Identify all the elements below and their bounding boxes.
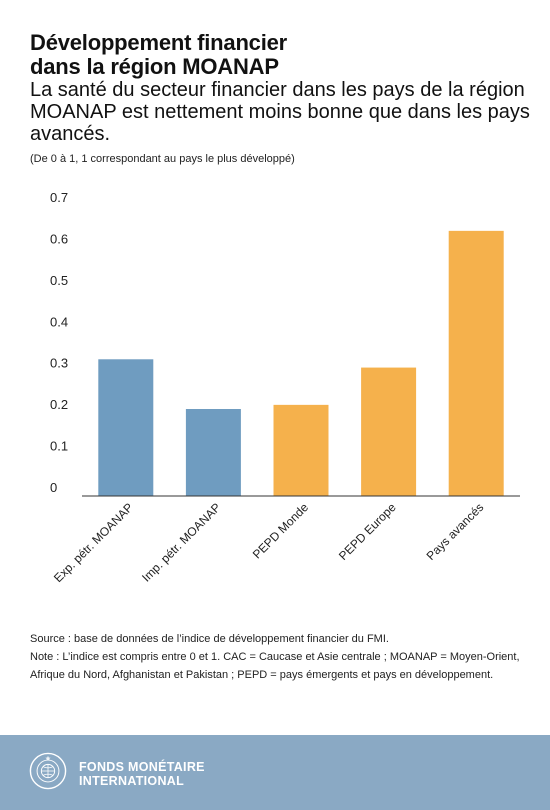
x-tick-label: Pays avancés <box>424 500 487 563</box>
x-tick-label: Exp. pétr. MOANAP <box>51 500 136 585</box>
scale-note: (De 0 à 1, 1 correspondant au pays le pl… <box>30 153 295 165</box>
org-name-line-2: INTERNATIONAL <box>79 774 185 788</box>
y-tick-label: 0.2 <box>50 397 68 412</box>
y-tick-label: 0 <box>50 480 57 495</box>
org-name: FONDS MONÉTAIRE INTERNATIONAL <box>79 760 205 788</box>
y-tick-label: 0.7 <box>50 190 68 205</box>
bar <box>448 230 504 496</box>
bar <box>273 404 329 496</box>
y-tick-label: 0.3 <box>50 356 68 371</box>
x-tick-label: PEPD Europe <box>336 500 399 563</box>
footer-banner: FONDS MONÉTAIRE INTERNATIONAL <box>0 735 550 810</box>
x-tick-label: Imp. pétr. MOANAP <box>139 500 223 584</box>
y-tick-label: 0.5 <box>50 273 68 288</box>
chart-subtitle: La santé du secteur financier dans les p… <box>30 79 530 145</box>
y-tick-label: 0.1 <box>50 439 68 454</box>
bar-chart: 0 0.1 0.2 0.3 0.4 0.5 0.6 0.7 Exp. pétr. MOANAP… <box>50 190 520 585</box>
definitions-note: Note : L’indice est compris entre 0 et 1… <box>30 651 520 681</box>
y-tick-label: 0.6 <box>50 231 68 246</box>
bar <box>185 409 241 496</box>
bar <box>98 359 154 496</box>
title-line-2: dans la région MOANAP <box>30 54 279 79</box>
y-tick-label: 0.4 <box>50 314 68 329</box>
source-note: Source : base de données de l’indice de … <box>30 633 389 645</box>
title-line-1: Développement financier <box>30 30 288 55</box>
imf-seal-icon <box>29 752 67 790</box>
x-axis: Exp. pétr. MOANAP Imp. pétr. MOANAP PEPD M… <box>51 500 486 585</box>
bars <box>98 230 504 496</box>
chart-title: Développement financier dans la région M… <box>30 31 530 79</box>
org-name-line-1: FONDS MONÉTAIRE <box>79 760 205 774</box>
x-tick-label: PEPD Monde <box>250 500 312 562</box>
footer-notes: Source : base de données de l’indice de … <box>30 630 530 684</box>
bar <box>361 367 417 496</box>
y-axis: 0 0.1 0.2 0.3 0.4 0.5 0.6 0.7 <box>50 190 68 495</box>
